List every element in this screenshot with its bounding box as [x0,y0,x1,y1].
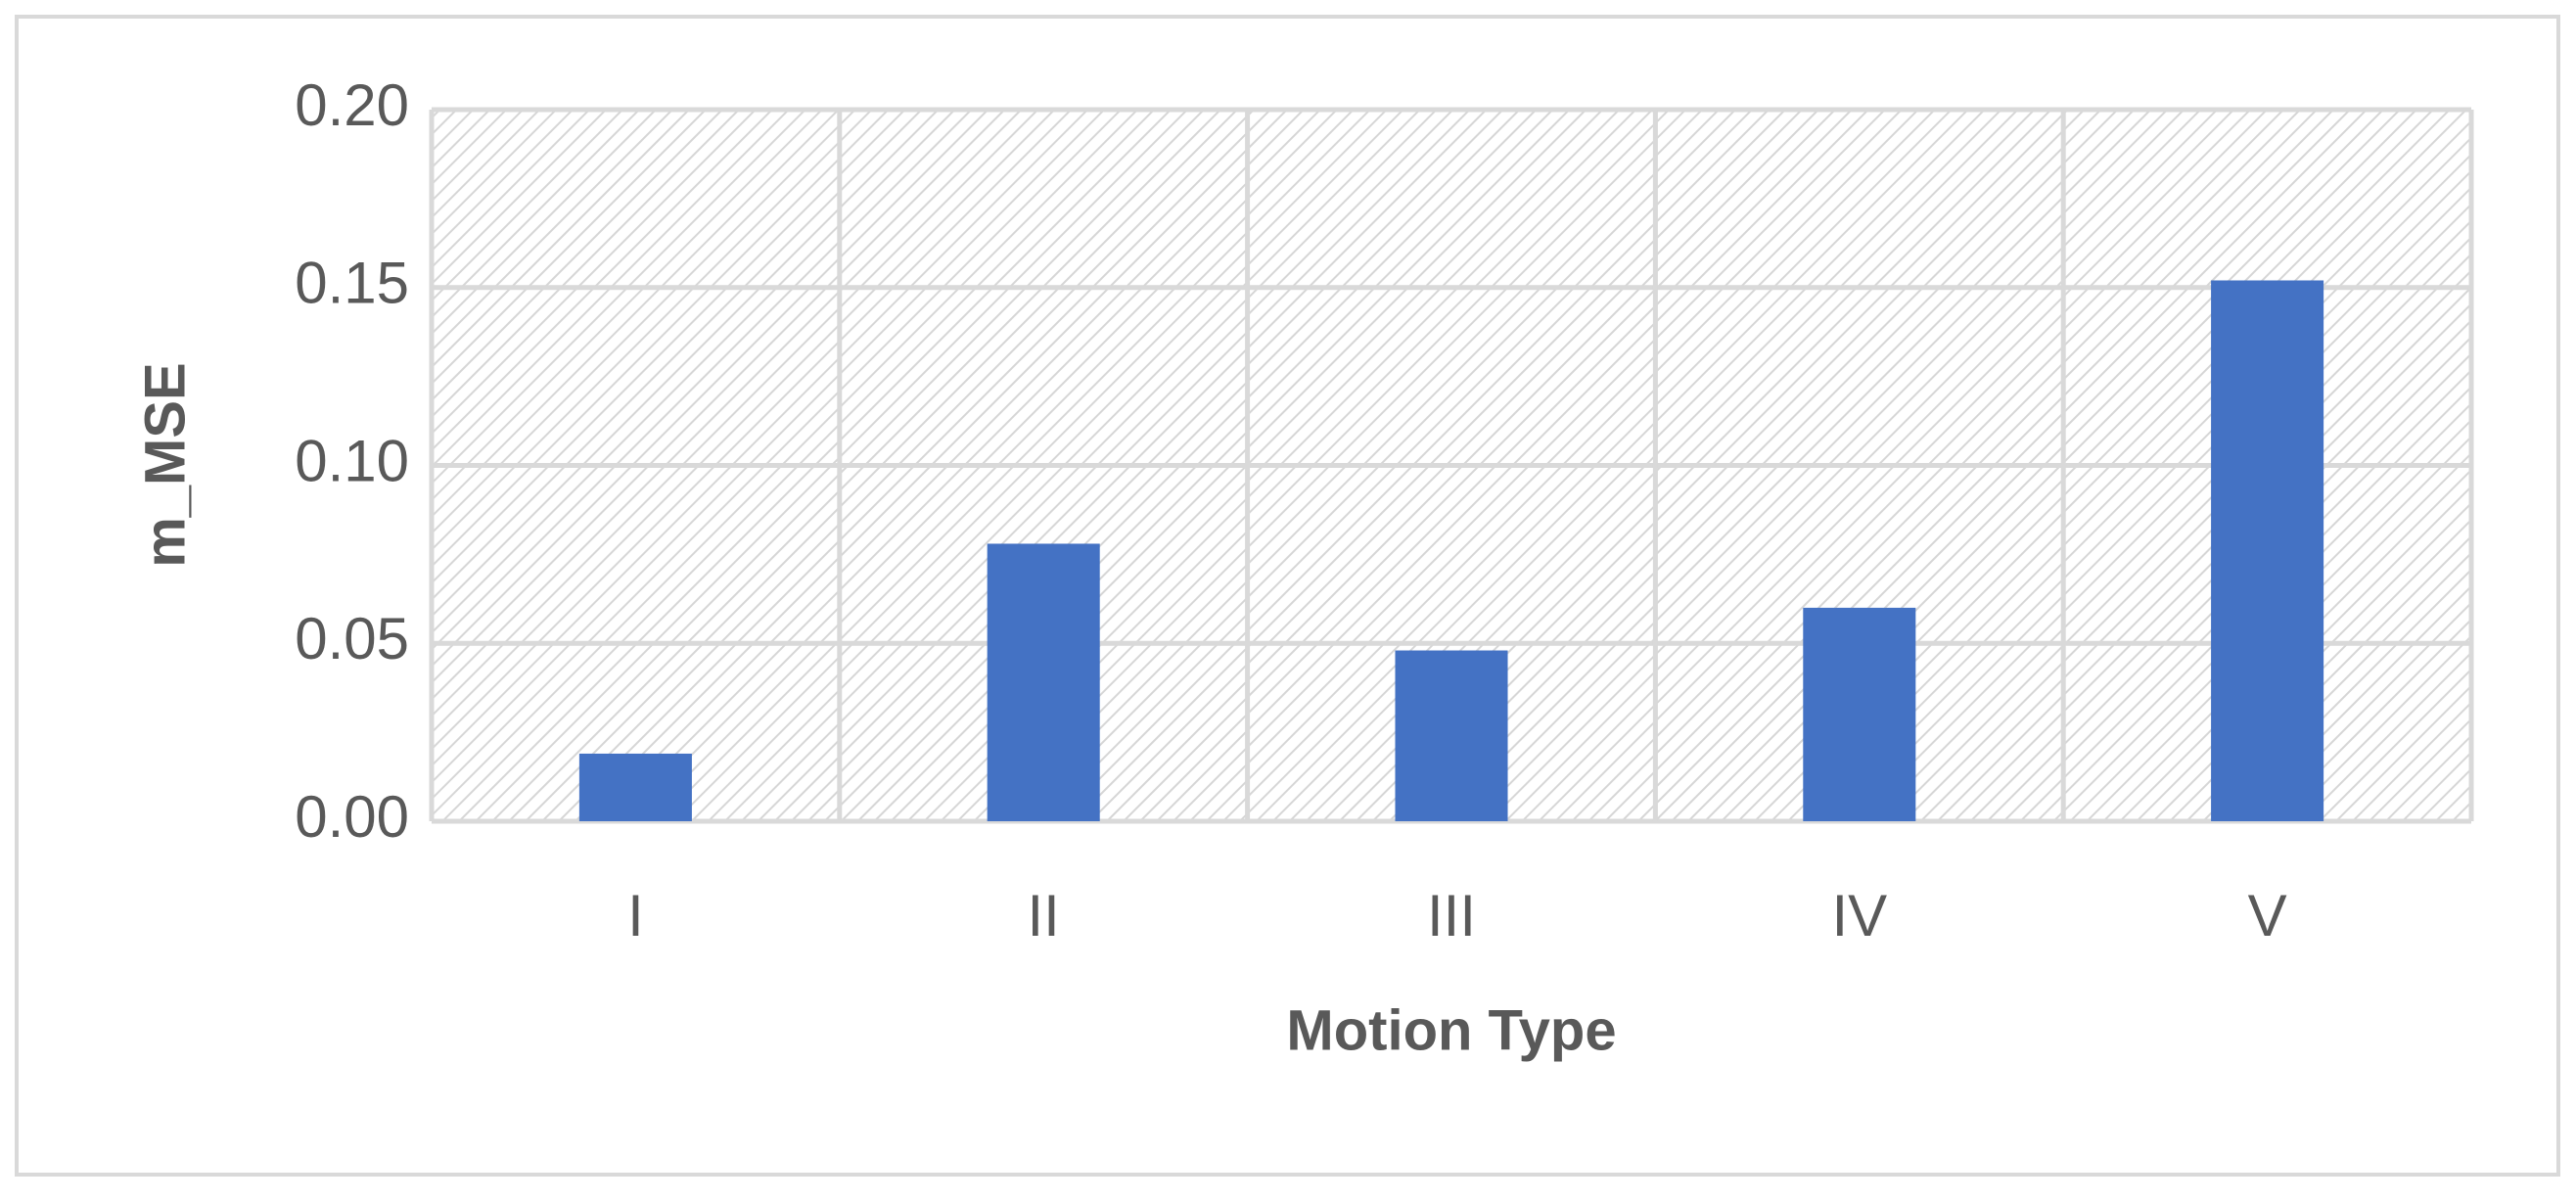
bar [1803,607,1916,821]
y-axis-title: m_MSE [133,362,197,568]
x-axis-title: Motion Type [1286,998,1616,1062]
x-tick-label: II [1028,883,1060,948]
y-tick-label: 0.15 [295,251,409,316]
x-tick-label: V [2248,883,2287,948]
x-tick-label: III [1427,883,1476,948]
x-tick-label: I [627,883,644,948]
y-tick-label: 0.00 [295,784,409,850]
y-tick-label: 0.20 [295,72,409,138]
bar [2211,280,2324,822]
bars [578,280,2324,822]
grid [429,107,2474,824]
y-tick-label: 0.10 [295,428,409,493]
bar [987,543,1100,821]
bar [578,753,692,821]
bar [1395,650,1508,821]
y-tick-label: 0.05 [295,606,409,671]
x-tick-label: IV [1831,883,1887,948]
